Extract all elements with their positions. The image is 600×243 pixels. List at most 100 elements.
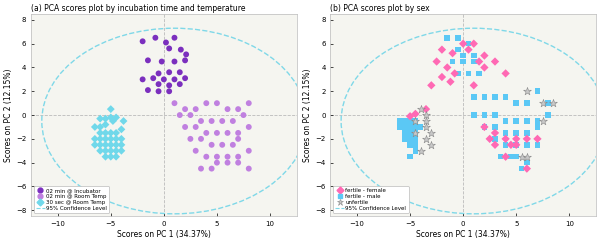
Point xyxy=(212,161,222,165)
Point xyxy=(244,149,254,153)
Point xyxy=(101,155,110,159)
Point xyxy=(395,119,404,123)
Point xyxy=(442,66,452,69)
Point xyxy=(506,155,516,159)
Point xyxy=(239,113,248,117)
Point xyxy=(421,119,431,123)
Point xyxy=(191,107,200,111)
Point xyxy=(207,143,217,147)
Point xyxy=(511,143,521,147)
Point xyxy=(453,48,463,52)
Point xyxy=(533,143,542,147)
Point xyxy=(522,137,532,141)
Point xyxy=(490,113,500,117)
Point xyxy=(543,113,553,117)
Point xyxy=(501,131,511,135)
Point xyxy=(95,143,105,147)
Point xyxy=(196,119,206,123)
Point xyxy=(448,51,457,55)
Point xyxy=(448,60,457,63)
Point xyxy=(233,137,243,141)
Point xyxy=(119,119,128,123)
Point xyxy=(469,54,479,58)
Point xyxy=(410,125,420,129)
Point xyxy=(496,155,505,159)
Point xyxy=(170,78,179,81)
Point xyxy=(479,95,489,99)
Point xyxy=(501,95,511,99)
Point xyxy=(180,125,190,129)
Point xyxy=(464,71,473,75)
Point xyxy=(533,137,542,141)
Point xyxy=(138,39,148,43)
Point xyxy=(501,71,511,75)
Point xyxy=(501,155,511,159)
Point xyxy=(410,119,420,123)
Point xyxy=(490,137,500,141)
Point xyxy=(453,71,463,75)
Point xyxy=(217,119,227,123)
Point xyxy=(151,36,160,40)
Point xyxy=(180,58,190,62)
Point xyxy=(490,60,500,63)
Point xyxy=(212,101,222,105)
Point xyxy=(101,137,110,141)
Point xyxy=(543,101,553,105)
Point xyxy=(501,143,511,147)
Point xyxy=(522,101,532,105)
Point xyxy=(437,48,447,52)
Point xyxy=(143,58,153,62)
Y-axis label: Scores on PC 2 (12.15%): Scores on PC 2 (12.15%) xyxy=(304,68,313,162)
Point xyxy=(202,131,211,135)
Point xyxy=(106,149,116,153)
Point xyxy=(405,143,415,147)
Point xyxy=(469,113,479,117)
Point xyxy=(405,125,415,129)
X-axis label: Scores on PC 1 (34.37%): Scores on PC 1 (34.37%) xyxy=(416,230,510,239)
Point xyxy=(223,107,232,111)
Point xyxy=(143,88,153,92)
Point xyxy=(164,83,174,87)
Point xyxy=(410,131,420,135)
Point xyxy=(116,137,126,141)
Point xyxy=(485,137,494,141)
Point xyxy=(410,149,420,153)
Point xyxy=(159,78,169,81)
Point xyxy=(437,75,447,79)
Legend: 02 min @ Incubator, 02 min @ Room Temp, 30 sec @ Room Temp, 95% Confidence Level: 02 min @ Incubator, 02 min @ Room Temp, … xyxy=(34,186,109,213)
Point xyxy=(453,36,463,40)
Point xyxy=(522,131,532,135)
Point xyxy=(405,155,415,159)
Point xyxy=(111,149,121,153)
Point xyxy=(217,143,227,147)
Point xyxy=(421,125,431,129)
Point xyxy=(95,131,105,135)
Point xyxy=(111,137,121,141)
Point xyxy=(474,71,484,75)
Point xyxy=(95,149,105,153)
Point xyxy=(170,60,179,63)
Point xyxy=(228,143,238,147)
Point xyxy=(106,115,116,119)
Y-axis label: Scores on PC 2 (12.15%): Scores on PC 2 (12.15%) xyxy=(4,68,13,162)
Point xyxy=(223,161,232,165)
Point xyxy=(106,131,116,135)
Point xyxy=(421,137,431,141)
Point xyxy=(517,155,526,159)
Point xyxy=(501,137,511,141)
Point xyxy=(244,167,254,171)
Point xyxy=(511,137,521,141)
Point xyxy=(410,143,420,147)
Point xyxy=(111,143,121,147)
Point xyxy=(106,155,116,159)
Point xyxy=(506,143,516,147)
Point xyxy=(191,149,200,153)
Point xyxy=(458,54,468,58)
Point xyxy=(164,70,174,74)
Point xyxy=(175,70,185,74)
Point xyxy=(479,125,489,129)
Point xyxy=(175,113,185,117)
Point xyxy=(464,48,473,52)
Point xyxy=(191,125,200,129)
Point xyxy=(479,125,489,129)
